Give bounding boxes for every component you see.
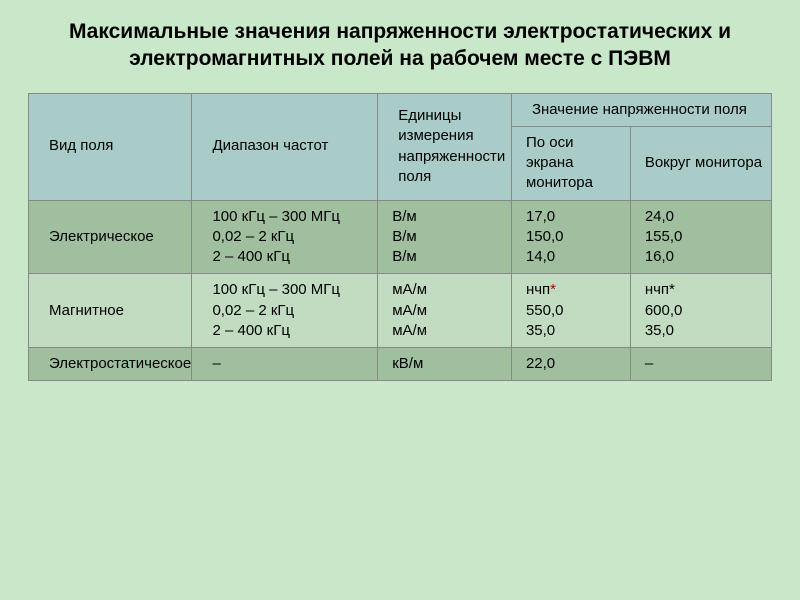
cell-axis: нчп*550,035,0 <box>511 274 630 348</box>
cell-unit: В/мВ/мВ/м <box>378 200 512 274</box>
cell-unit: кВ/м <box>378 348 512 381</box>
cell-field: Электрическое <box>29 200 192 274</box>
cell-field: Магнитное <box>29 274 192 348</box>
table-row: Электрическое 100 кГц – 300 МГц0,02 – 2 … <box>29 200 772 274</box>
cell-unit: мА/ммА/ммА/м <box>378 274 512 348</box>
header-row-1: Вид поля Диапазон частот Единицы измерен… <box>29 93 772 126</box>
cell-around: нчп*600,035,0 <box>630 274 771 348</box>
asterisk-icon: * <box>550 281 556 298</box>
cell-range: 100 кГц – 300 МГц0,02 – 2 кГц2 – 400 кГц <box>192 274 378 348</box>
cell-range: 100 кГц – 300 МГц0,02 – 2 кГц2 – 400 кГц <box>192 200 378 274</box>
page-title: Максимальные значения напряженности элек… <box>28 18 772 73</box>
cell-range: – <box>192 348 378 381</box>
col-units: Единицы измерения напряженности поля <box>378 93 512 200</box>
cell-axis: 17,0150,014,0 <box>511 200 630 274</box>
table-row: Электростатическое – кВ/м 22,0 – <box>29 348 772 381</box>
col-around: Вокруг монитора <box>630 126 771 200</box>
col-freq-range: Диапазон частот <box>192 93 378 200</box>
col-group-value: Значение напряженности поля <box>511 93 771 126</box>
cell-axis: 22,0 <box>511 348 630 381</box>
table-row: Магнитное 100 кГц – 300 МГц0,02 – 2 кГц2… <box>29 274 772 348</box>
cell-around: 24,0155,016,0 <box>630 200 771 274</box>
col-field-type: Вид поля <box>29 93 192 200</box>
cell-around: – <box>630 348 771 381</box>
col-axis: По оси экрана монитора <box>511 126 630 200</box>
field-limits-table: Вид поля Диапазон частот Единицы измерен… <box>28 93 772 382</box>
cell-field: Электростатическое <box>29 348 192 381</box>
